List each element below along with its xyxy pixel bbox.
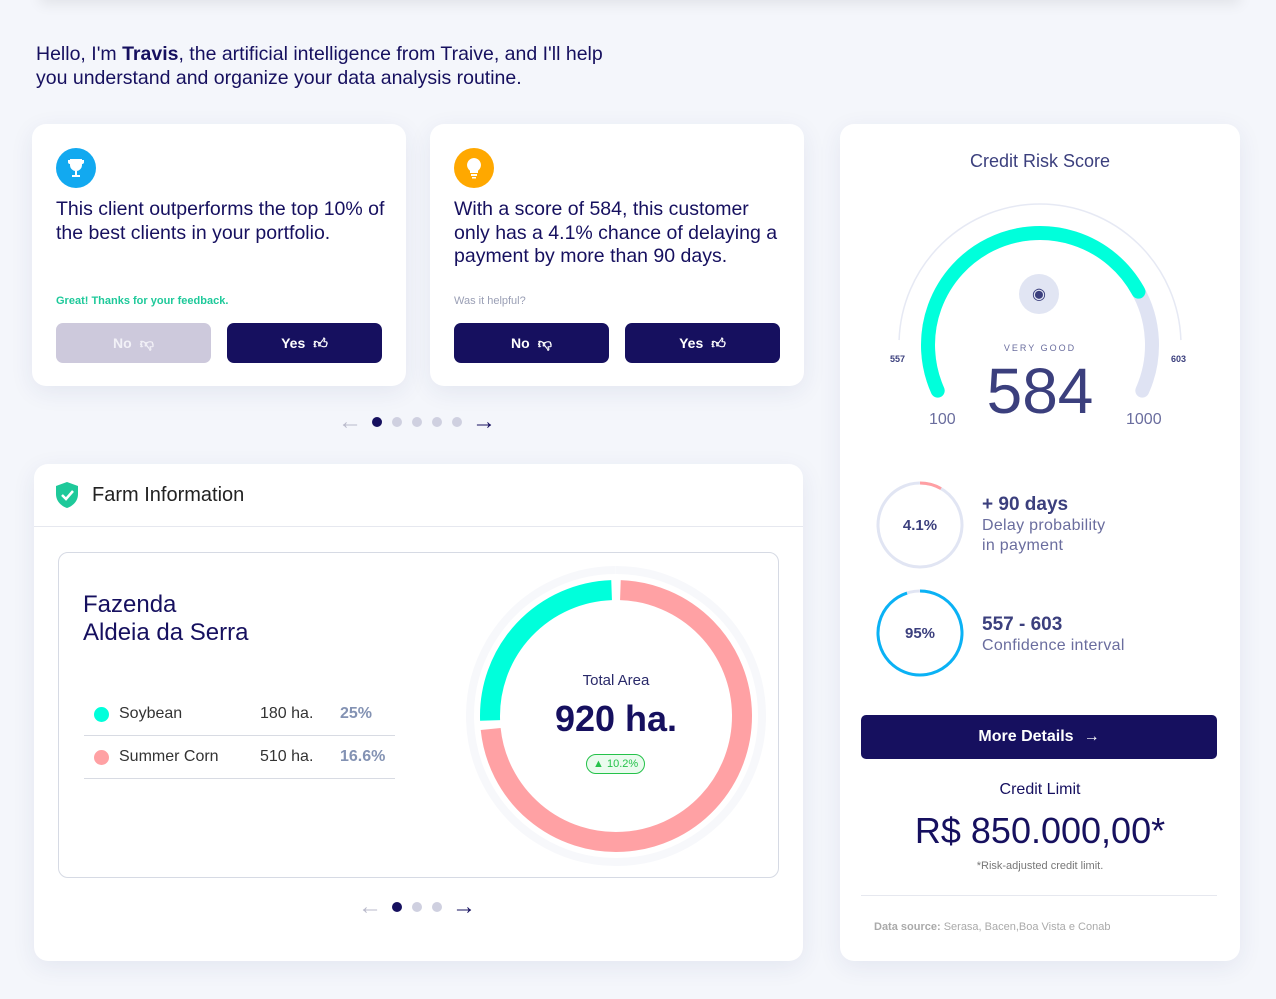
ring-fill	[876, 589, 964, 677]
confidence-ring: 95%	[874, 587, 966, 679]
card-title: Farm Information	[92, 483, 245, 506]
score-value: 584	[986, 355, 1094, 427]
pager-dot[interactable]	[392, 417, 402, 427]
yes-button[interactable]: Yes 👍︎	[227, 323, 382, 363]
thumbs-up-icon: 👍︎	[313, 334, 328, 351]
donut-segment-soybean	[480, 580, 613, 721]
pager-dot[interactable]	[412, 417, 422, 427]
insight-card-top-client: This client outperforms the top 10% of t…	[32, 124, 406, 386]
total-area-label: Total Area	[582, 672, 650, 689]
farm-summary-panel: Fazenda Aldeia da Serra Soybean 180 ha. 25%…	[58, 552, 779, 878]
gauge-fill	[921, 226, 1146, 398]
lightbulb-icon	[454, 148, 494, 188]
total-area-value: 920 ha.	[554, 698, 678, 739]
legend-swatch	[94, 706, 109, 722]
delay-probability-text: + 90 days Delay probability in payment	[982, 494, 1106, 554]
no-button[interactable]: No 👎︎	[454, 323, 609, 363]
arrow-right-icon: →	[1083, 728, 1100, 745]
more-details-button[interactable]: More Details →	[861, 715, 1217, 759]
area-donut-chart	[466, 566, 766, 866]
pager-dot[interactable]	[452, 417, 462, 427]
trophy-icon	[56, 148, 96, 188]
next-arrow-icon[interactable]: →	[472, 408, 496, 435]
card-title: Credit Risk Score	[969, 151, 1111, 171]
intro-text: Hello, I'm Travis, the artificial intell…	[36, 43, 603, 89]
yes-button[interactable]: Yes 👍︎	[625, 323, 780, 363]
insight-text: With a score of 584, this customer only …	[454, 198, 778, 267]
confidence-text: 557 - 603 Confidence interval	[982, 614, 1125, 654]
next-arrow-icon[interactable]: →	[452, 893, 476, 920]
change-badge: ▲ 10.2%	[586, 754, 646, 774]
pager-dot[interactable]	[432, 417, 442, 427]
confidence-arc	[898, 203, 1182, 341]
thumbs-up-icon: 👍︎	[711, 334, 726, 351]
farm-name: Fazenda Aldeia da Serra	[83, 591, 249, 646]
gauge-max-label: 1000	[1126, 411, 1162, 428]
farm-pager: ← →	[358, 893, 476, 920]
insight-pager: ← →	[338, 408, 496, 435]
pager-dot[interactable]	[392, 902, 402, 912]
pager-dot[interactable]	[412, 902, 422, 912]
legend-swatch	[94, 749, 109, 765]
score-gauge	[898, 203, 1182, 398]
no-button[interactable]: No 👎︎	[56, 323, 211, 363]
feedback-message: Great! Thanks for your feedback.	[56, 295, 229, 307]
delay-probability-ring: 4.1%	[874, 479, 966, 571]
ring-fill	[919, 481, 942, 490]
divider	[861, 895, 1217, 896]
thumbs-down-icon: 👎︎	[537, 334, 552, 351]
donut-center: Total Area 920 ha. ▲ 10.2%	[516, 616, 716, 816]
ci-low-label: 557	[890, 354, 906, 364]
insight-card-score: With a score of 584, this customer only …	[430, 124, 804, 386]
ring-track	[876, 481, 964, 569]
shield-check-icon	[56, 482, 78, 508]
prev-arrow-icon[interactable]: ←	[338, 408, 362, 435]
credit-risk-card: Credit Risk Score ◉ 557 603 VERY GOOD 58…	[840, 124, 1240, 961]
insight-text: This client outperforms the top 10% of t…	[56, 198, 385, 244]
credit-limit-value: R$ 850.000,00*	[914, 810, 1166, 851]
eye-icon[interactable]: ◉	[1019, 274, 1059, 314]
donut-segment-summer-corn	[480, 580, 752, 852]
prev-arrow-icon[interactable]: ←	[358, 893, 382, 920]
rating-label: VERY GOOD	[1003, 343, 1077, 353]
gauge-min-label: 100	[929, 411, 956, 428]
data-source: Data source: Serasa, Bacen,Boa Vista e C…	[874, 921, 1111, 933]
crop-row: Summer Corn 510 ha. 16.6%	[84, 736, 395, 779]
pager-dot[interactable]	[432, 902, 442, 912]
feedback-prompt: Was it helpful?	[454, 295, 526, 307]
credit-limit-note: *Risk-adjusted credit limit.	[976, 860, 1104, 872]
ci-high-label: 603	[1171, 354, 1187, 364]
farm-information-card: Farm Information Fazenda Aldeia da Serra …	[34, 464, 803, 961]
crop-row: Soybean 180 ha. 25%	[84, 693, 395, 736]
credit-limit-label: Credit Limit	[999, 781, 1081, 798]
donut-halo	[466, 566, 766, 866]
pager-dot[interactable]	[372, 417, 382, 427]
farm-header: Farm Information	[34, 464, 803, 527]
thumbs-down-icon: 👎︎	[139, 334, 154, 351]
